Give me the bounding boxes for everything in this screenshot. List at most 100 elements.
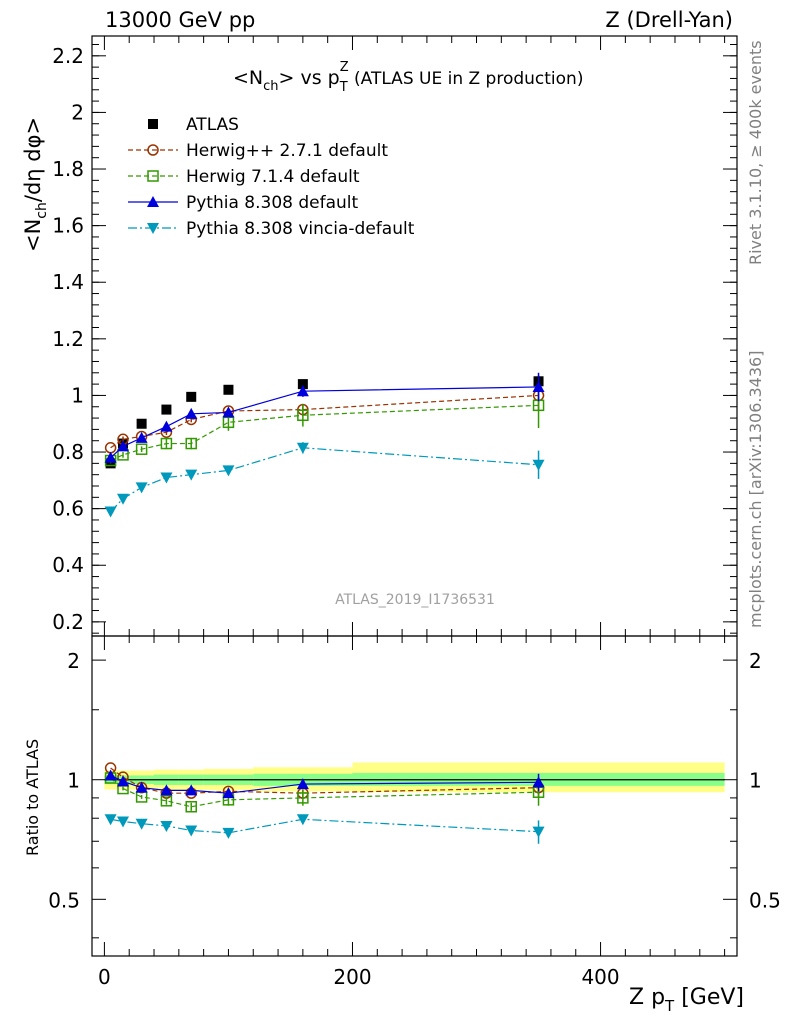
main-2-point xyxy=(135,443,148,455)
main-2-point xyxy=(297,409,309,421)
ratio-3-point xyxy=(222,827,235,839)
legend-marker xyxy=(148,119,158,129)
ratio-2-series xyxy=(104,769,545,799)
main-0-point xyxy=(136,418,147,429)
main-1-line xyxy=(110,394,539,449)
legend-label: Pythia 8.308 default xyxy=(186,193,359,213)
y-tick-label: 1 xyxy=(71,383,84,407)
legend-marker xyxy=(147,196,159,207)
ratio-3-point xyxy=(532,826,545,838)
ratio-y-tick-label-right: 0.5 xyxy=(749,888,781,912)
y-tick-label: 0.8 xyxy=(52,440,84,464)
x-tick-label: 400 xyxy=(581,965,619,989)
main-2-point xyxy=(185,437,197,450)
main-4-point xyxy=(160,472,173,484)
ratio-y-tick-label: 0.5 xyxy=(48,888,80,912)
ratio-2-point xyxy=(296,778,309,790)
ratio-3-point xyxy=(104,814,117,826)
ratio-2-point xyxy=(135,781,148,793)
main-4-series xyxy=(104,442,545,518)
analysis-watermark: ATLAS_2019_I1736531 xyxy=(335,592,495,608)
x-axis-label: Z pT [GeV] xyxy=(629,985,744,1015)
legend-entry: ATLAS xyxy=(148,115,239,135)
rivet-label: Rivet 3.1.10, ≥ 400k events xyxy=(746,40,765,265)
ratio-1-point xyxy=(160,795,173,807)
legend-label: Herwig 7.1.4 default xyxy=(186,167,360,187)
main-4-line xyxy=(110,447,539,512)
ratio-y-axis-label: Ratio to ATLAS xyxy=(23,739,42,856)
legend-marker xyxy=(147,144,159,156)
y-tick-label: 1.4 xyxy=(52,270,84,294)
ratio-2-point xyxy=(117,775,130,787)
main-3-point xyxy=(117,440,130,452)
ratio-3-point xyxy=(185,825,198,837)
main-4-point xyxy=(104,506,117,518)
main-0-series xyxy=(105,375,544,469)
legend-entry: Herwig++ 2.7.1 default xyxy=(128,141,388,161)
main-0-point xyxy=(161,404,172,415)
main-3-point xyxy=(532,380,545,392)
ratio-2-point xyxy=(104,769,117,781)
main-3-point xyxy=(222,406,235,418)
main-3-point xyxy=(104,451,117,463)
y-tick-label: 2 xyxy=(71,100,84,124)
y-tick-label: 2.2 xyxy=(52,44,84,68)
ratio-1-line xyxy=(110,777,539,808)
legend-label: Pythia 8.308 vincia-default xyxy=(186,219,415,239)
y-tick-label: 1.8 xyxy=(52,157,84,181)
ratio-y-tick-label-right: 2 xyxy=(749,649,762,673)
header-left: 13000 GeV pp xyxy=(105,8,255,32)
ratio-3-series xyxy=(104,814,545,844)
ratio-0-line xyxy=(110,767,539,794)
main-2-line xyxy=(110,404,539,462)
main-4-point xyxy=(532,459,545,471)
main-4-point xyxy=(296,442,309,454)
ratio-3-point xyxy=(117,816,130,828)
y-tick-label: 0.6 xyxy=(52,497,84,521)
main-4-point xyxy=(185,469,198,481)
ratio-y-tick-label-right: 1 xyxy=(749,769,762,793)
main-2-point xyxy=(160,437,173,450)
legend-label: ATLAS xyxy=(186,115,239,135)
main-4-point xyxy=(222,465,235,477)
legend-entry: Pythia 8.308 default xyxy=(128,193,359,213)
main-3-series xyxy=(104,372,545,463)
ratio-3-point xyxy=(160,820,173,832)
main-title: <Nch> vs pTZ (ATLAS UE in Z production) xyxy=(233,60,583,95)
x-tick-label: 200 xyxy=(333,965,371,989)
mcplots-label: mcplots.cern.ch [arXiv:1306.3436] xyxy=(746,351,765,628)
main-0-point xyxy=(297,379,308,390)
ratio-3-line xyxy=(110,818,539,834)
legend-entry: Pythia 8.308 vincia-default xyxy=(128,219,415,239)
legend-marker xyxy=(147,223,159,234)
ratio-2-point xyxy=(222,787,235,799)
main-3-point xyxy=(160,420,173,432)
ratio-frame xyxy=(91,635,738,957)
legend-label: Herwig++ 2.7.1 default xyxy=(186,141,388,161)
main-4-point xyxy=(117,493,130,505)
ratio-panel: 0.5 0.5 1 1 2 2 0 200 400 xyxy=(48,635,781,989)
main-4-point xyxy=(135,482,148,494)
legend: ATLAS Herwig++ 2.7.1 default Herwig 7.1.4 … xyxy=(128,115,415,239)
y-tick-label: 1.6 xyxy=(52,214,84,238)
ratio-2-point xyxy=(185,784,198,796)
ratio-3-point xyxy=(296,814,309,826)
main-3-line xyxy=(110,386,539,459)
main-panel: 0.2 0.4 0.6 0.8 1 1.2 1.4 1.6 1.8 2 2.2 xyxy=(52,35,738,637)
y-tick-label: 0.4 xyxy=(52,553,84,577)
ratio-y-tick-label: 2 xyxy=(67,649,80,673)
ratio-1-point xyxy=(185,800,197,813)
y-tick-label: 0.2 xyxy=(52,610,84,634)
main-0-point xyxy=(223,384,234,395)
ratio-3-point xyxy=(135,818,148,830)
ratio-2-point xyxy=(532,776,545,788)
header-right: Z (Drell-Yan) xyxy=(605,8,733,32)
y-tick-label: 1.2 xyxy=(52,327,84,351)
ratio-2-point xyxy=(160,784,173,796)
main-3-point xyxy=(135,431,148,443)
main-3-point xyxy=(185,407,198,419)
legend-marker xyxy=(147,170,159,182)
main-0-point xyxy=(186,391,197,402)
ratio-1-point xyxy=(297,792,309,804)
